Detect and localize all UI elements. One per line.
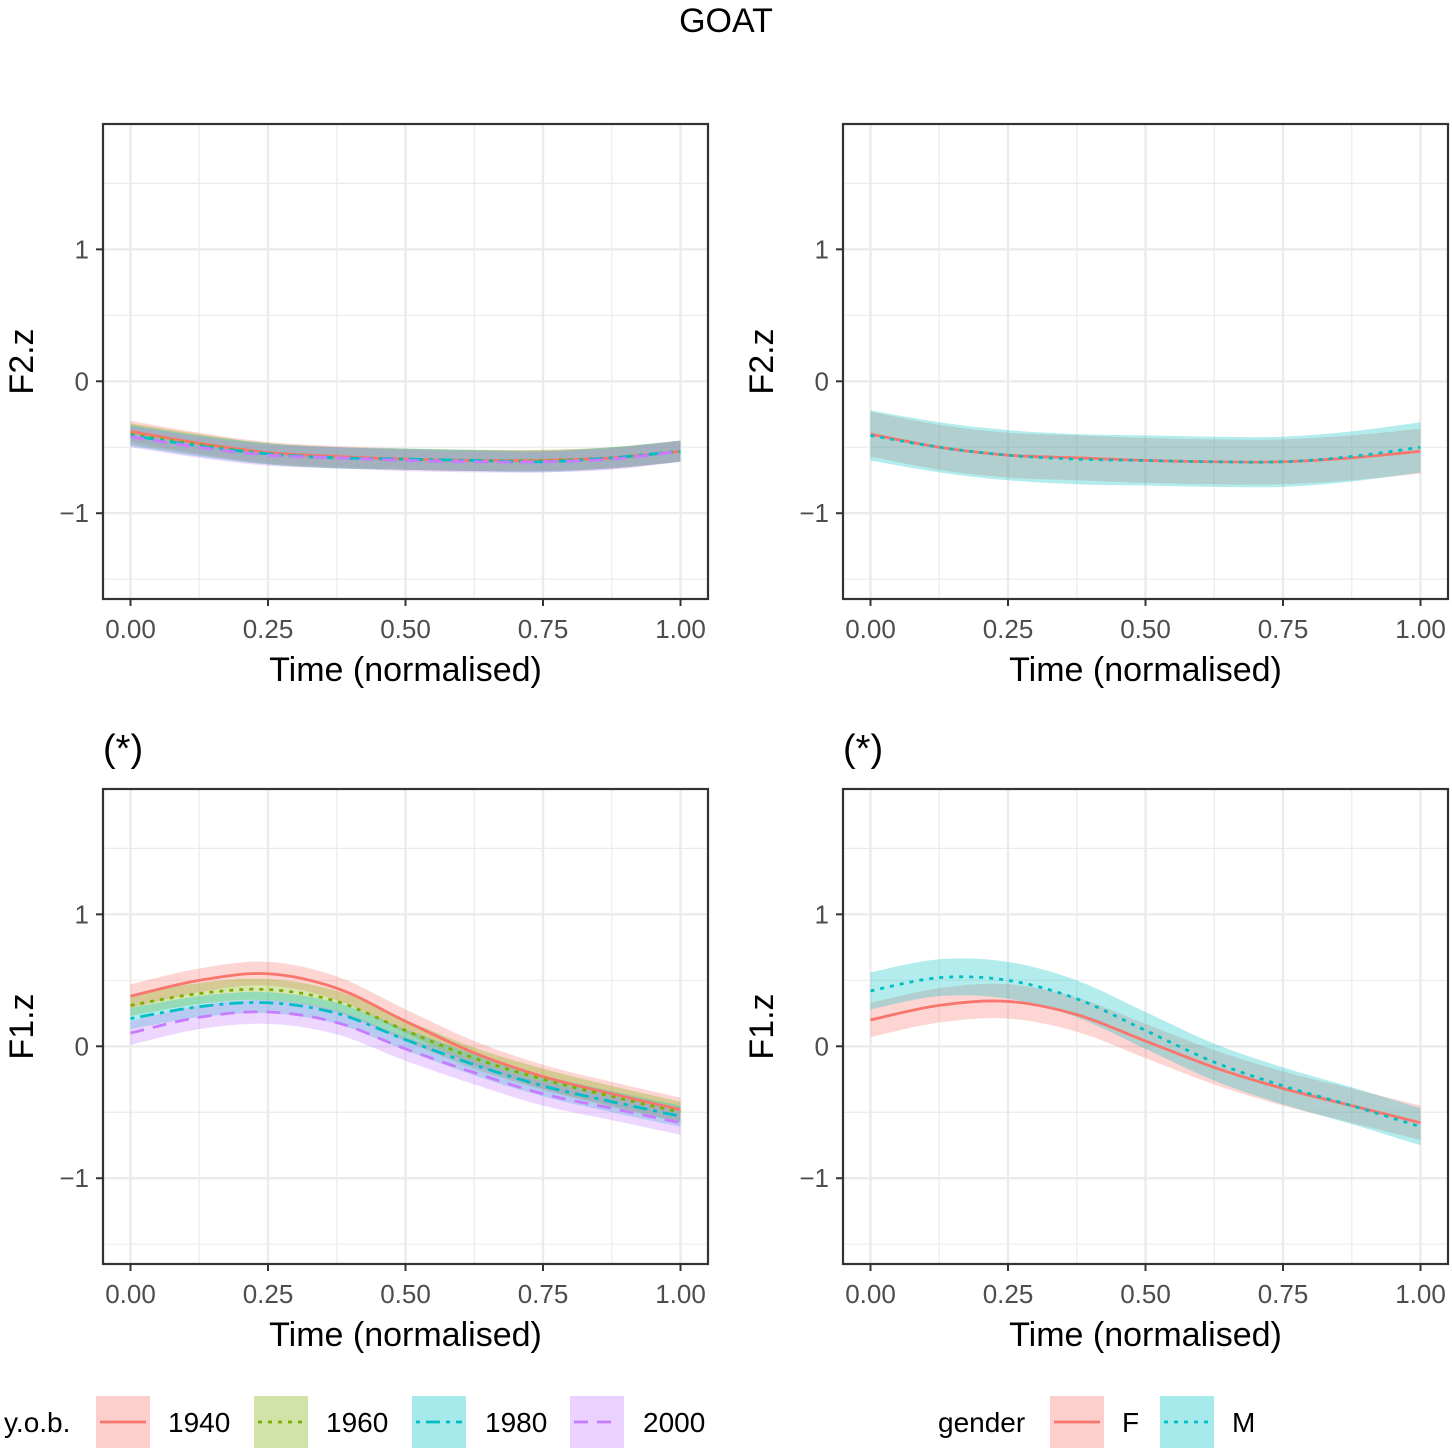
y-tick-label: 0 xyxy=(75,366,89,396)
significance-label: (*) xyxy=(103,728,143,770)
series-line-M xyxy=(870,434,1421,464)
series-line-M xyxy=(870,975,1421,1129)
legend-label-1940: 1940 xyxy=(168,1407,230,1438)
legend-label-1980: 1980 xyxy=(485,1407,547,1438)
ribbon-1940 xyxy=(130,420,681,472)
legend-label-M: M xyxy=(1232,1407,1255,1438)
panels: 0.00 0.25 0.50 0.75 1.00 −1 0 1 Time (normalised… xyxy=(3,122,1450,1354)
y-tick-label: 1 xyxy=(815,234,829,264)
x-tick-label: 1.00 xyxy=(655,614,706,644)
legend-gender: gender F M xyxy=(938,1396,1255,1448)
ribbon-1940 xyxy=(130,961,681,1122)
series-line-2000 xyxy=(130,1010,681,1125)
y-tick-label: 1 xyxy=(75,234,89,264)
x-axis-title: Time (normalised) xyxy=(269,1316,542,1354)
ribbon-F xyxy=(870,411,1421,485)
x-tick-label: 0.25 xyxy=(983,1279,1034,1309)
x-tick-label: 0.75 xyxy=(518,1279,569,1309)
y-axis-title: F2.z xyxy=(743,328,781,394)
x-tick-label: 0.00 xyxy=(845,614,896,644)
x-tick-label: 0.50 xyxy=(380,614,431,644)
x-tick-label: 0.75 xyxy=(1258,1279,1309,1309)
x-axis-title: Time (normalised) xyxy=(1009,1316,1282,1354)
panel-f1-gender: 0.00 0.25 0.50 0.75 1.00 −1 0 1 Time (normalised… xyxy=(743,728,1450,1354)
y-tick-label: 0 xyxy=(75,1031,89,1061)
series-line-F xyxy=(870,999,1421,1125)
x-tick-label: 0.50 xyxy=(1120,614,1171,644)
y-axis-title: F2.z xyxy=(3,328,41,394)
legend-title: gender xyxy=(938,1407,1025,1438)
y-tick-label: 0 xyxy=(815,1031,829,1061)
ribbon-2000 xyxy=(130,999,681,1135)
legend-title: y.o.b. xyxy=(4,1407,70,1438)
ribbon-F xyxy=(870,983,1421,1140)
ribbon-M xyxy=(870,410,1421,488)
series-line-1960 xyxy=(130,987,681,1114)
significance-label: (*) xyxy=(843,728,883,770)
x-tick-label: 1.00 xyxy=(655,1279,706,1309)
x-tick-label: 0.25 xyxy=(243,1279,294,1309)
series-line-1940 xyxy=(130,972,681,1111)
y-tick-label: −1 xyxy=(799,498,829,528)
y-tick-label: −1 xyxy=(799,1163,829,1193)
x-tick-label: 1.00 xyxy=(1395,1279,1446,1309)
y-tick-label: −1 xyxy=(59,1163,89,1193)
y-tick-label: 1 xyxy=(815,899,829,929)
x-tick-label: 0.50 xyxy=(380,1279,431,1309)
x-tick-label: 0.00 xyxy=(105,614,156,644)
x-tick-label: 1.00 xyxy=(1395,614,1446,644)
x-tick-label: 0.75 xyxy=(1258,614,1309,644)
y-tick-label: 0 xyxy=(815,366,829,396)
ribbon-M xyxy=(870,958,1421,1146)
x-tick-label: 0.00 xyxy=(845,1279,896,1309)
x-tick-label: 0.00 xyxy=(105,1279,156,1309)
series-line-2000 xyxy=(130,435,681,464)
ribbon-1960 xyxy=(130,978,681,1123)
x-tick-label: 0.25 xyxy=(243,614,294,644)
panel-f2-yob: 0.00 0.25 0.50 0.75 1.00 −1 0 1 Time (normalised… xyxy=(3,122,710,689)
figure-title: GOAT xyxy=(679,2,773,40)
panel-f1-yob: 0.00 0.25 0.50 0.75 1.00 −1 0 1 Time (normalised… xyxy=(3,728,710,1354)
y-axis-title: F1.z xyxy=(3,993,41,1059)
series-line-1980 xyxy=(130,1001,681,1118)
y-tick-label: 1 xyxy=(75,899,89,929)
x-axis-title: Time (normalised) xyxy=(269,651,542,689)
y-axis-title: F1.z xyxy=(743,993,781,1059)
y-tick-label: −1 xyxy=(59,498,89,528)
legend-label-F: F xyxy=(1122,1407,1139,1438)
legend-yob: y.o.b. 1940 1960 1980 2000 xyxy=(4,1396,705,1448)
legend-label-2000: 2000 xyxy=(643,1407,705,1438)
x-axis-title: Time (normalised) xyxy=(1009,651,1282,689)
x-tick-label: 0.25 xyxy=(983,614,1034,644)
x-tick-label: 0.75 xyxy=(518,614,569,644)
x-tick-label: 0.50 xyxy=(1120,1279,1171,1309)
panel-f2-gender: 0.00 0.25 0.50 0.75 1.00 −1 0 1 Time (normalised… xyxy=(743,122,1450,689)
legend-label-1960: 1960 xyxy=(326,1407,388,1438)
